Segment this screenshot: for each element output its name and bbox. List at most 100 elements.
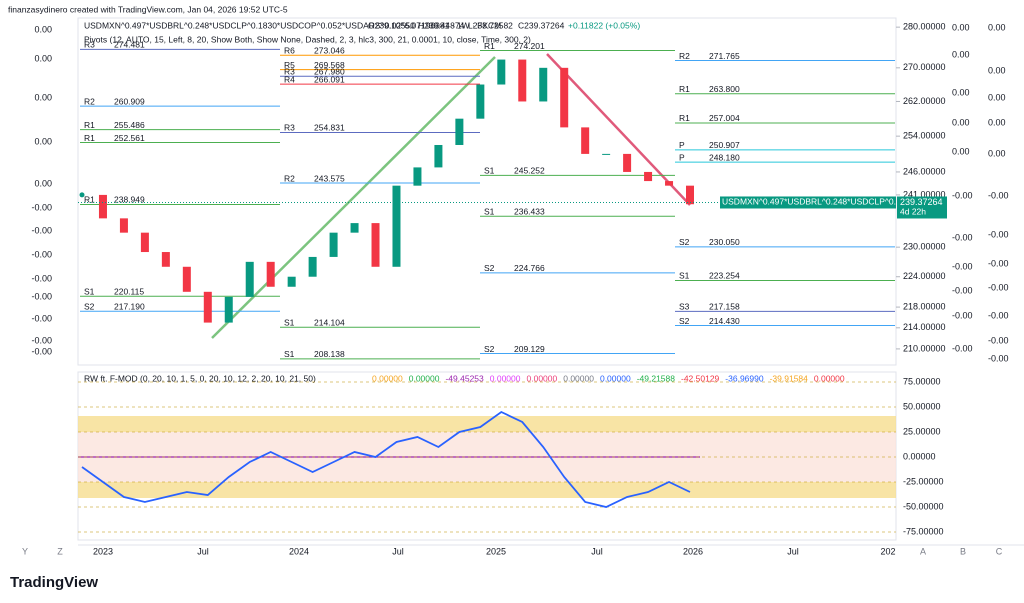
- candle: [686, 185, 694, 205]
- pivot-tag: R3: [284, 66, 295, 76]
- upper-band: [78, 416, 896, 432]
- price-tick-label: 210.00000: [903, 343, 946, 353]
- indicator-tick-label: 75.00000: [903, 376, 941, 386]
- pivot-tag: R3: [284, 123, 295, 133]
- time-label: Jul: [197, 546, 209, 556]
- pivot-value: 224.766: [514, 263, 545, 273]
- pivot-value: 248.180: [709, 152, 740, 162]
- candle: [308, 256, 317, 277]
- corner-label: Z: [57, 546, 63, 556]
- scale-label: -0.00: [952, 232, 973, 242]
- scale-label: 0.00: [952, 49, 970, 59]
- scale-label: -0.00: [31, 273, 52, 283]
- scale-label: 0.00: [988, 148, 1006, 158]
- time-label: 2026: [683, 546, 703, 556]
- pivot-value: 274.481: [114, 40, 145, 50]
- low: L238.72582: [468, 20, 513, 30]
- scale-label: 0.00: [988, 117, 1006, 127]
- pivot-value: 255.486: [114, 120, 145, 130]
- scale-label: -0.00: [952, 190, 973, 200]
- candle: [119, 218, 128, 233]
- pivot-tag: R3: [84, 40, 95, 50]
- candle: [413, 167, 422, 186]
- price-tag: [897, 196, 947, 219]
- scale-label: -0.00: [31, 202, 52, 212]
- indicator-readout: 0.00000: [527, 373, 558, 383]
- scale-label: -0.00: [988, 258, 1009, 268]
- price-tick-label: 214.00000: [903, 322, 946, 332]
- indicator-line: [81, 410, 691, 508]
- pivot-tag: R5: [284, 60, 295, 70]
- scale-label: 0.00: [952, 87, 970, 97]
- pivot-tag: R1: [679, 84, 690, 94]
- price-tick-label: 218.00000: [903, 301, 946, 311]
- pivot-tag: S1: [484, 166, 495, 176]
- scale-label: -0.00: [952, 310, 973, 320]
- scale-label: 0.00: [988, 22, 1006, 32]
- indicator-readout: -49.21588: [637, 373, 676, 383]
- high: H239.44874: [418, 20, 465, 30]
- scale-label: 0.00: [952, 22, 970, 32]
- time-label: 2023: [93, 546, 113, 556]
- corner-label: A: [920, 546, 926, 556]
- pivot-value: 273.046: [314, 46, 345, 56]
- indicator-readout: -36.96990: [725, 373, 764, 383]
- pivot-tag: R6: [284, 46, 295, 56]
- pivot-tag: R1: [84, 120, 95, 130]
- candle: [98, 194, 107, 219]
- candle: [644, 171, 653, 182]
- pivot-tag: R4: [284, 74, 295, 84]
- pivot-value: 263.800: [709, 84, 740, 94]
- pivot-tag: S2: [679, 237, 690, 247]
- indicator-readout: 0.00000: [490, 373, 521, 383]
- scale-label: -0.00: [988, 282, 1009, 292]
- pivot-value: 214.430: [709, 316, 740, 326]
- pivot-tag: S2: [84, 302, 95, 312]
- pivot-value: 269.568: [314, 60, 345, 70]
- candle: [518, 59, 527, 102]
- price-tag-countdown: 4d 22h: [900, 207, 926, 217]
- time-label: Jul: [392, 546, 404, 556]
- scale-label: 0.00: [988, 92, 1006, 102]
- candle: [371, 223, 380, 267]
- pivot-value: 217.190: [114, 302, 145, 312]
- scale-label: -0.00: [952, 261, 973, 271]
- price-tick-label: 270.00000: [903, 62, 946, 72]
- scale-label: -0.00: [31, 335, 52, 345]
- corner-label: B: [960, 546, 966, 556]
- trend-line-down: [546, 53, 691, 206]
- pivot-value: 217.158: [709, 302, 740, 312]
- scale-label: -0.00: [988, 190, 1009, 200]
- candle: [224, 296, 233, 323]
- candle: [203, 291, 212, 323]
- pivot-tag: R1: [484, 41, 495, 51]
- candle: [455, 118, 464, 145]
- pivot-value: 250.907: [709, 140, 740, 150]
- price-pane: [77, 17, 897, 366]
- indicator-readout: 0.00000: [814, 373, 845, 383]
- pivot-tag: S1: [679, 271, 690, 281]
- pivot-value: 243.575: [314, 173, 345, 183]
- pivot-tag: S2: [484, 263, 495, 273]
- pivot-tag: R1: [84, 195, 95, 205]
- indicator-tick-label: 0.00000: [903, 451, 936, 461]
- candle: [182, 266, 191, 292]
- scale-label: 0.00: [952, 117, 970, 127]
- time-label: Jul: [591, 546, 603, 556]
- indicator-title: RW ft. F-MOD (0, 20, 10, 1, 5, 0, 20, 10…: [84, 373, 316, 383]
- open: O239.10550: [368, 20, 415, 30]
- scale-label: -0.00: [988, 353, 1009, 363]
- time-label: 202: [880, 546, 895, 556]
- candle: [560, 67, 569, 128]
- pivot-value: 208.138: [314, 349, 345, 359]
- candle: [623, 153, 632, 172]
- indicator-tick-label: -50.00000: [903, 501, 944, 511]
- pivot-value: 274.201: [514, 41, 545, 51]
- pivot-tag: P: [679, 140, 685, 150]
- candle: [350, 223, 359, 233]
- pivot-tag: S1: [284, 349, 295, 359]
- candle: [392, 185, 401, 267]
- close: C239.37264: [518, 20, 565, 30]
- candle: [539, 67, 548, 102]
